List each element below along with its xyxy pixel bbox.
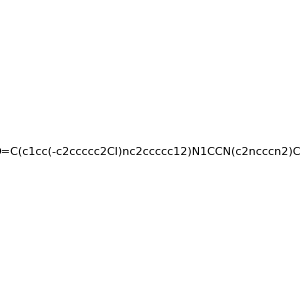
Text: O=C(c1cc(-c2ccccc2Cl)nc2ccccc12)N1CCN(c2ncccn2)CC1: O=C(c1cc(-c2ccccc2Cl)nc2ccccc12)N1CCN(c2… (0, 146, 300, 157)
